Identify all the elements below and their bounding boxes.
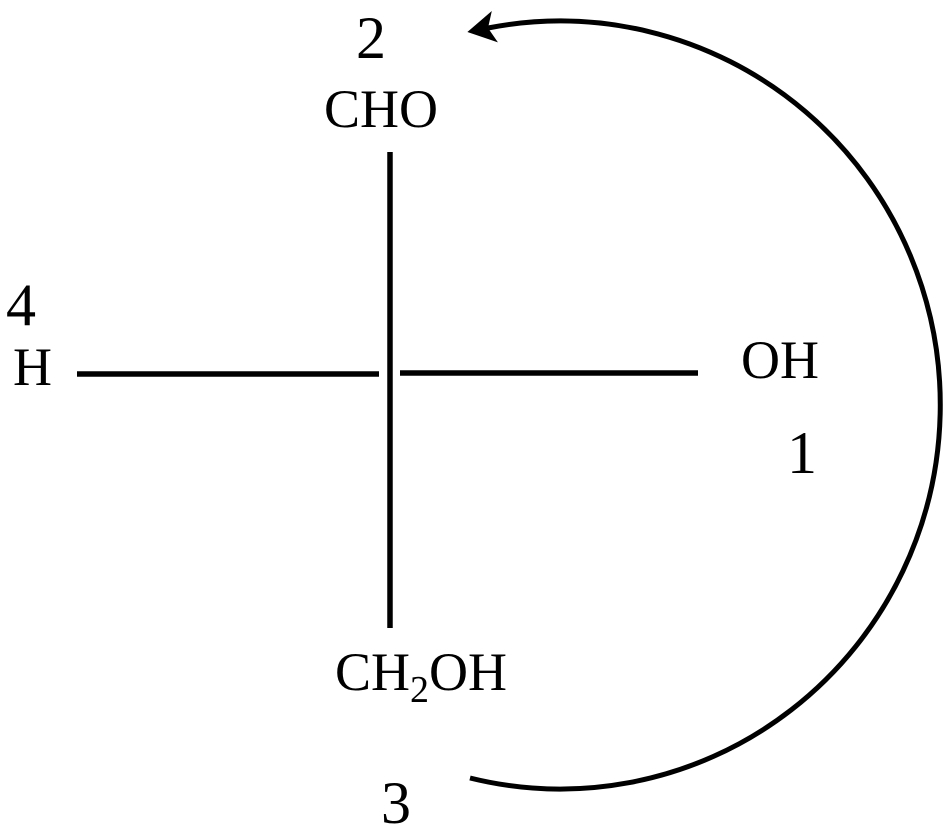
priority-label-right: 1 bbox=[787, 420, 817, 486]
rotation-arrow bbox=[467, 10, 943, 792]
priority-label-bottom: 3 bbox=[381, 770, 411, 836]
priority-label-top: 2 bbox=[356, 5, 386, 71]
group-label-oh: OH bbox=[741, 330, 819, 390]
group-label-h: H bbox=[13, 337, 52, 397]
group-label-cho: CHO bbox=[324, 79, 438, 139]
group-label-ch2oh-suffix: OH bbox=[429, 642, 507, 702]
priority-label-left: 4 bbox=[6, 272, 36, 338]
group-label-ch2oh-prefix: CH bbox=[335, 642, 410, 702]
group-label-ch2oh: CH2OH bbox=[335, 642, 507, 711]
group-label-ch2oh-subscript: 2 bbox=[410, 669, 429, 711]
